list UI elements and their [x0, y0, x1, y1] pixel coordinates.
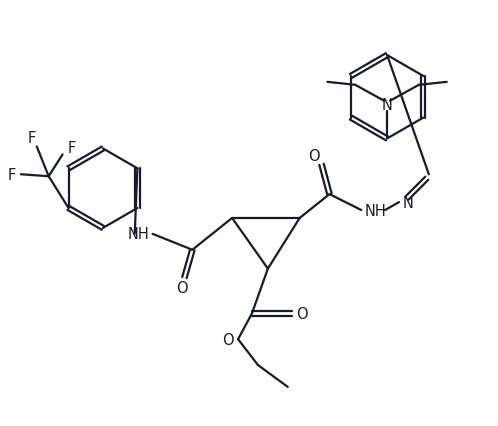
- Text: F: F: [8, 167, 16, 182]
- Text: NH: NH: [128, 227, 149, 242]
- Text: N: N: [381, 98, 392, 113]
- Text: O: O: [308, 149, 319, 164]
- Text: NH: NH: [365, 203, 386, 218]
- Text: N: N: [402, 195, 413, 210]
- Text: F: F: [28, 131, 36, 146]
- Text: F: F: [67, 141, 76, 155]
- Text: O: O: [222, 332, 234, 347]
- Text: O: O: [296, 306, 307, 321]
- Text: O: O: [176, 280, 187, 295]
